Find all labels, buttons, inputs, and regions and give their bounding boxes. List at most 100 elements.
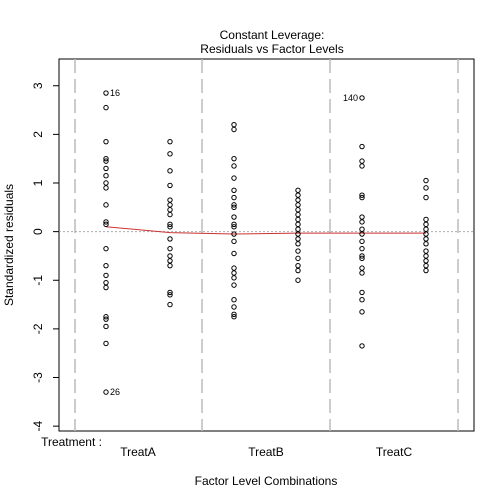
data-point: [232, 298, 236, 302]
data-point: [232, 156, 236, 160]
data-point: [104, 246, 108, 250]
data-point: [232, 276, 236, 280]
x-tick-label: TreatA: [120, 445, 156, 459]
data-point: [360, 164, 364, 168]
data-point: [168, 263, 172, 267]
data-point: [104, 174, 108, 178]
data-point: [360, 298, 364, 302]
y-tick-label: -1: [31, 275, 45, 286]
point-label: 140: [343, 93, 358, 103]
data-point: [360, 159, 364, 163]
data-point: [424, 222, 428, 226]
data-point: [360, 215, 364, 219]
data-point: [168, 208, 172, 212]
y-axis-label: Standardized residuals: [2, 184, 16, 306]
chart-title: Constant Leverage:: [220, 28, 325, 42]
data-point: [232, 195, 236, 199]
data-point: [360, 344, 364, 348]
data-point: [168, 139, 172, 143]
data-point: [168, 246, 172, 250]
data-point: [296, 222, 300, 226]
point-label: 16: [110, 88, 120, 98]
data-point: [296, 227, 300, 231]
data-point: [104, 285, 108, 289]
x-tick-label: TreatB: [248, 445, 284, 459]
data-point: [424, 232, 428, 236]
data-point: [296, 268, 300, 272]
data-point: [296, 232, 300, 236]
data-point: [360, 310, 364, 314]
data-point: [424, 263, 428, 267]
data-point: [104, 105, 108, 109]
x-tick-label: TreatC: [376, 445, 413, 459]
data-point: [104, 139, 108, 143]
data-point: [296, 198, 300, 202]
data-point: [360, 96, 364, 100]
data-point: [104, 273, 108, 277]
data-point: [168, 183, 172, 187]
data-point: [424, 186, 428, 190]
data-point: [296, 256, 300, 260]
data-point: [296, 208, 300, 212]
data-point: [296, 242, 300, 246]
data-point: [296, 237, 300, 241]
y-tick-label: 2: [31, 131, 45, 138]
data-point: [296, 193, 300, 197]
data-point: [104, 91, 108, 95]
data-point: [232, 251, 236, 255]
data-point: [296, 263, 300, 267]
data-point: [232, 176, 236, 180]
plot-frame: [59, 59, 474, 431]
data-point: [360, 246, 364, 250]
data-point: [104, 186, 108, 190]
data-point: [424, 259, 428, 263]
y-tick-label: -2: [31, 323, 45, 334]
data-point: [424, 237, 428, 241]
data-point: [424, 254, 428, 258]
data-point: [104, 166, 108, 170]
data-point: [168, 237, 172, 241]
data-point: [360, 290, 364, 294]
data-point: [168, 259, 172, 263]
data-point: [424, 217, 428, 221]
data-point: [296, 217, 300, 221]
data-point: [424, 227, 428, 231]
data-point: [232, 127, 236, 131]
data-point: [104, 181, 108, 185]
data-point: [296, 249, 300, 253]
data-point: [232, 305, 236, 309]
data-point: [360, 266, 364, 270]
data-point: [168, 198, 172, 202]
data-point: [232, 188, 236, 192]
data-point: [424, 195, 428, 199]
plot-marks: -4 -3 -2 -1 0 1 2 3 TreatA TreatB TreatC 16 26 140: [31, 59, 474, 459]
data-point: [296, 188, 300, 192]
data-point: [232, 271, 236, 275]
data-point: [168, 152, 172, 156]
data-point: [232, 266, 236, 270]
point-label: 26: [110, 387, 120, 397]
y-tick-label: 1: [31, 179, 45, 186]
data-point: [296, 212, 300, 216]
y-tick-label: 3: [31, 82, 45, 89]
data-point: [104, 280, 108, 284]
data-point: [104, 263, 108, 267]
data-point: [168, 302, 172, 306]
data-point: [296, 278, 300, 282]
data-point: [360, 271, 364, 275]
data-point: [360, 220, 364, 224]
data-point: [232, 215, 236, 219]
data-point: [168, 169, 172, 173]
data-point: [424, 242, 428, 246]
data-point: [360, 232, 364, 236]
data-point: [232, 164, 236, 168]
smooth-line: [106, 227, 426, 234]
data-point: [296, 203, 300, 207]
data-point: [104, 324, 108, 328]
data-point: [424, 249, 428, 253]
chart-subtitle: Residuals vs Factor Levels: [200, 42, 343, 56]
x-axis-label: Factor Level Combinations: [195, 474, 338, 488]
data-point: [168, 254, 172, 258]
data-point: [360, 144, 364, 148]
